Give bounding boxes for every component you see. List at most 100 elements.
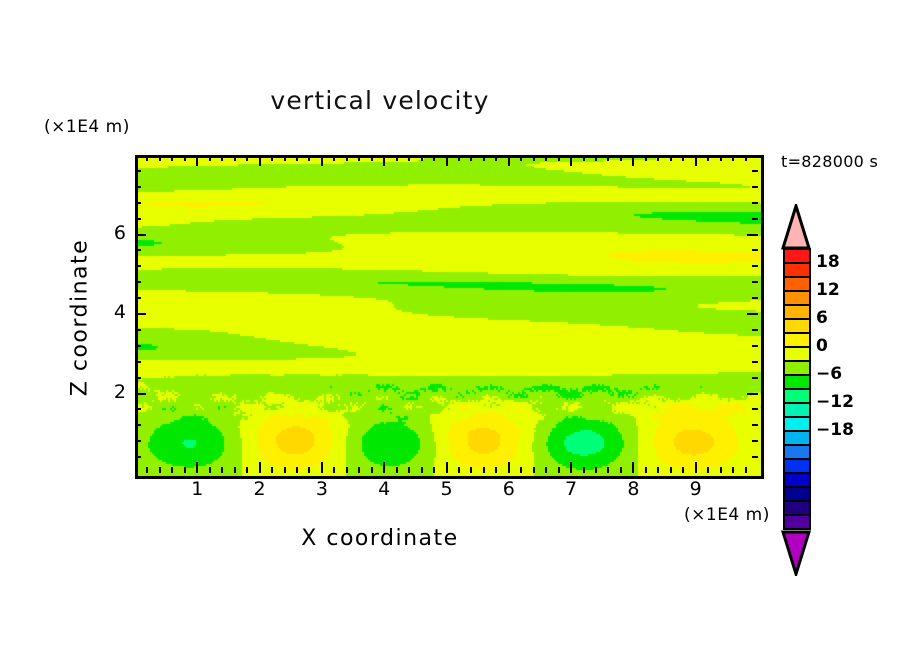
x-axis-minor-tick-top [345,155,348,161]
y-axis-minor-tick [135,376,141,379]
x-axis-minor-tick-top [171,155,174,161]
x-axis-minor-tick-top [595,155,598,161]
x-axis-title: X coordinate [301,526,459,551]
y-axis-tick-label: 6 [113,221,126,244]
y-axis-minor-tick-right [752,265,758,268]
x-axis-minor-tick-top [495,155,498,161]
x-axis-tick-label: 6 [502,478,515,500]
contour-field-canvas [138,158,761,476]
y-axis-minor-tick-right [752,408,758,411]
y-axis-minor-tick-right [752,376,758,379]
x-axis-minor-tick [657,467,660,473]
colorbar-upper-cap-triangle [780,204,812,250]
x-axis-minor-tick-top [408,155,411,161]
x-axis-tick-label: 8 [627,478,640,500]
x-axis-minor-tick-top [370,155,373,161]
y-axis-minor-tick [135,328,141,331]
colorbar-band [785,292,809,306]
x-axis-minor-tick [482,467,485,473]
x-axis-major-tick-top [632,155,635,166]
page-title: vertical velocity [270,86,490,115]
y-axis-minor-tick-right [752,424,758,427]
y-axis-minor-tick [135,456,141,459]
colorbar-tick-label: 18 [816,252,840,272]
x-axis-major-tick [320,462,323,473]
x-axis-major-tick-top [383,155,386,166]
y-axis-minor-tick [135,281,141,284]
colorbar-band [785,432,809,446]
y-axis-minor-tick [135,201,141,204]
colorbar-lower-cap-triangle [780,530,812,576]
x-axis-major-tick [383,462,386,473]
y-axis-minor-tick [135,217,141,220]
colorbar-band [785,376,809,390]
x-axis-minor-tick-top [358,155,361,161]
x-axis-minor-tick-top [208,155,211,161]
y-axis-major-tick-right [747,233,758,236]
x-axis-major-tick-top [507,155,510,166]
x-axis-tick-label: 1 [191,478,204,500]
colorbar-tick-label: −12 [816,392,854,412]
contour-plot-area [135,155,764,479]
x-axis-minor-tick [183,467,186,473]
colorbar-upper-arrow-cap [780,204,812,250]
colorbar-tick-label: 12 [816,280,840,300]
x-axis-minor-tick-top [295,155,298,161]
x-axis-major-tick [507,462,510,473]
x-axis-minor-tick-top [246,155,249,161]
x-axis-major-tick-top [320,155,323,166]
x-axis-minor-tick-top [271,155,274,161]
colorbar-band [785,320,809,334]
x-axis-tick-label: 9 [689,478,702,500]
x-axis-tick-label: 5 [440,478,453,500]
x-axis-minor-tick [408,467,411,473]
x-axis-minor-tick-top [333,155,336,161]
x-axis-minor-tick [420,467,423,473]
y-axis-tick-label: 4 [113,301,126,323]
x-axis-major-tick-top [196,155,199,166]
x-axis-minor-tick [433,467,436,473]
colorbar-lower-arrow-cap [780,530,812,576]
colorbar-band [785,502,809,516]
colorbar-band [785,278,809,292]
colorbar-band [785,390,809,404]
x-axis-minor-tick-top [707,155,710,161]
y-axis-minor-tick [135,249,141,252]
x-axis-minor-tick-top [557,155,560,161]
x-axis-major-tick [694,462,697,473]
y-axis-minor-tick-right [752,456,758,459]
x-axis-minor-tick-top [233,155,236,161]
x-axis-tick-label: 2 [253,478,266,500]
x-axis-minor-tick [208,467,211,473]
x-axis-major-tick-top [258,155,261,166]
x-axis-minor-tick [271,467,274,473]
x-axis-minor-tick [619,467,622,473]
x-axis-minor-tick [644,467,647,473]
y-axis-minor-tick-right [752,360,758,363]
x-axis-minor-tick [333,467,336,473]
colorbar-band [785,404,809,418]
x-axis-minor-tick [158,467,161,473]
x-axis-minor-tick [719,467,722,473]
x-axis-minor-tick-top [669,155,672,161]
colorbar-band [785,460,809,474]
x-axis-minor-tick [221,467,224,473]
x-axis-minor-tick [470,467,473,473]
colorbar-band [785,516,809,528]
x-axis-minor-tick [283,467,286,473]
x-axis-minor-tick-top [682,155,685,161]
x-axis-minor-tick-top [457,155,460,161]
x-axis-minor-tick-top [732,155,735,161]
y-axis-major-tick [135,392,146,395]
x-axis-minor-tick-top [582,155,585,161]
colorbar-tick-label: 6 [816,308,828,328]
y-axis-minor-tick-right [752,297,758,300]
colorbar-band-stack [783,248,811,530]
x-axis-minor-tick [308,467,311,473]
y-axis-minor-tick-right [752,169,758,172]
x-axis-tick-label: 3 [315,478,328,500]
y-axis-major-tick-right [747,392,758,395]
y-axis-minor-tick [135,265,141,268]
x-axis-tick-label: 7 [565,478,578,500]
x-axis-minor-tick-top [644,155,647,161]
